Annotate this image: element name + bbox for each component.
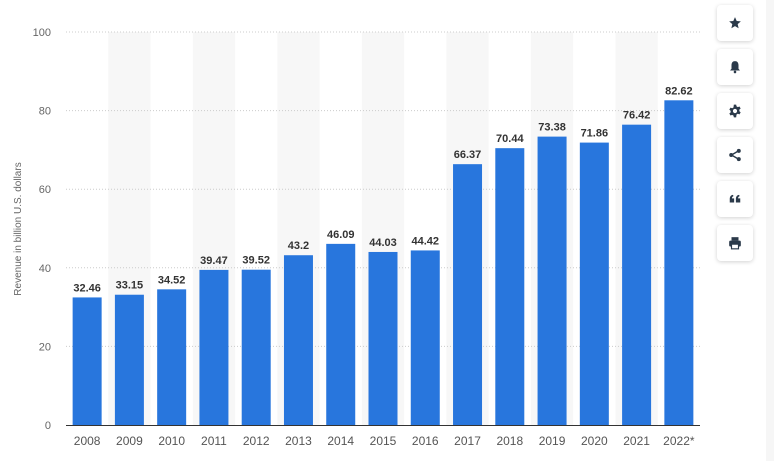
data-label: 39.47 <box>200 255 228 267</box>
bars <box>72 100 694 426</box>
share-button[interactable] <box>717 137 753 173</box>
notification-button[interactable] <box>717 49 753 85</box>
y-tick-label: 0 <box>45 420 51 432</box>
chart: 0 20 40 60 80 100 32.46 33.15 34.52 39.47 39.52 43… <box>13 27 700 448</box>
data-label: 44.42 <box>412 235 440 247</box>
bar[interactable] <box>241 269 271 425</box>
bar[interactable] <box>495 148 525 425</box>
x-tick-label: 2014 <box>327 434 354 448</box>
y-axis-ticks: 0 20 40 60 80 100 <box>33 27 51 432</box>
data-label: 76.42 <box>623 110 651 122</box>
x-tick-label: 2008 <box>74 434 101 448</box>
bar[interactable] <box>579 142 609 425</box>
bar[interactable] <box>622 124 652 425</box>
x-tick-label: 2022* <box>663 434 695 448</box>
x-tick-label: 2009 <box>116 434 143 448</box>
bar[interactable] <box>326 243 356 425</box>
bar[interactable] <box>537 136 567 426</box>
y-tick-label: 60 <box>39 184 51 196</box>
x-tick-label: 2010 <box>158 434 185 448</box>
toolbar <box>717 5 753 269</box>
y-tick-label: 40 <box>39 263 51 275</box>
settings-button[interactable] <box>717 93 753 129</box>
data-label: 73.38 <box>538 122 566 134</box>
data-label: 33.15 <box>116 280 144 292</box>
gear-icon <box>729 104 741 118</box>
share-icon <box>729 148 741 162</box>
bar[interactable] <box>453 164 483 425</box>
x-axis-ticks: 2008 2009 2010 2011 2012 2013 2014 2015 2016 2017… <box>74 434 695 448</box>
data-label: 34.52 <box>158 274 186 286</box>
x-tick-label: 2017 <box>454 434 481 448</box>
bar[interactable] <box>664 100 694 425</box>
x-tick-label: 2020 <box>581 434 608 448</box>
x-tick-label: 2015 <box>370 434 397 448</box>
data-label: 32.46 <box>73 282 101 294</box>
x-tick-label: 2021 <box>623 434 650 448</box>
x-tick-label: 2016 <box>412 434 439 448</box>
cite-button[interactable] <box>717 181 753 217</box>
favorite-button[interactable] <box>717 5 753 41</box>
bar[interactable] <box>114 294 144 425</box>
bar[interactable] <box>368 251 398 425</box>
y-tick-label: 80 <box>39 106 51 118</box>
data-label: 70.44 <box>496 133 524 145</box>
data-label: 39.52 <box>242 255 270 267</box>
right-edge-strip <box>766 0 774 461</box>
data-label: 43.2 <box>288 240 309 252</box>
bar[interactable] <box>199 269 229 425</box>
star-icon <box>729 17 741 29</box>
data-label: 66.37 <box>454 149 482 161</box>
print-button[interactable] <box>717 225 753 261</box>
data-label: 46.09 <box>327 229 355 241</box>
print-icon <box>729 237 741 250</box>
x-tick-label: 2013 <box>285 434 312 448</box>
x-tick-label: 2019 <box>539 434 566 448</box>
bar[interactable] <box>157 289 187 425</box>
data-label: 82.62 <box>665 85 693 97</box>
data-label: 44.03 <box>369 237 397 249</box>
bar[interactable] <box>410 250 440 425</box>
bar[interactable] <box>72 297 102 425</box>
data-labels: 32.46 33.15 34.52 39.47 39.52 43.2 46.09 44.03 4… <box>73 85 692 294</box>
bell-icon <box>730 61 740 74</box>
x-tick-label: 2012 <box>243 434 270 448</box>
y-tick-label: 100 <box>33 27 51 39</box>
bar[interactable] <box>283 255 313 425</box>
x-tick-label: 2018 <box>496 434 523 448</box>
y-axis-title: Revenue in billion U.S. dollars <box>13 162 24 295</box>
quote-icon <box>729 194 741 203</box>
data-label: 71.86 <box>581 128 609 140</box>
y-tick-label: 20 <box>39 341 51 353</box>
x-tick-label: 2011 <box>201 434 227 448</box>
